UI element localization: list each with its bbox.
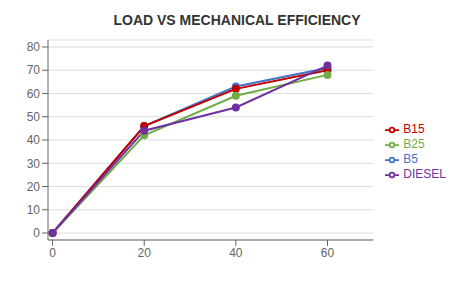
svg-text:30: 30 [27, 157, 41, 171]
svg-text:20: 20 [138, 246, 152, 260]
html-text:LOAD VS MECHANICAL EFFICIENCY: LOAD VS MECHANICAL EFFICIENCY [113, 12, 361, 28]
svg-text:60: 60 [321, 246, 335, 260]
svg-text:60: 60 [27, 87, 41, 101]
svg-text:0: 0 [49, 246, 56, 260]
svg-text:50: 50 [27, 110, 41, 124]
svg-text:80: 80 [27, 40, 41, 54]
svg-text:70: 70 [27, 63, 41, 77]
svg-text:0: 0 [33, 226, 40, 240]
svg-text:40: 40 [229, 246, 243, 260]
html-text:B25: B25 [403, 137, 425, 152]
html-text:B5: B5 [403, 152, 418, 166]
svg-text:40: 40 [27, 133, 41, 147]
html-text:DIESEL: DIESEL [403, 166, 446, 181]
svg-text:10: 10 [27, 203, 41, 217]
html-text:B15: B15 [403, 122, 425, 137]
svg-text:20: 20 [27, 180, 41, 194]
